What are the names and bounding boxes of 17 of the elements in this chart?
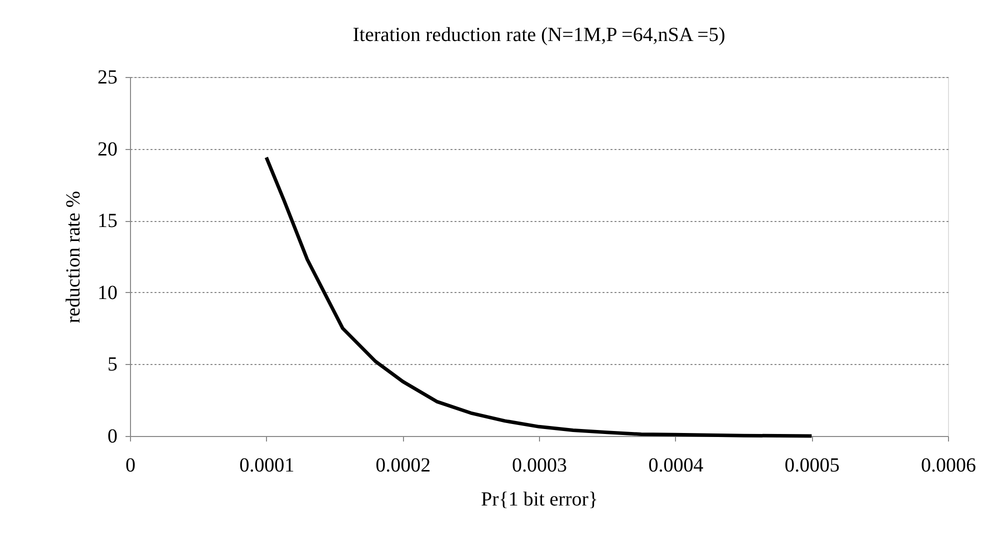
chart-title: Iteration reduction rate (N=1M,P =64,nSA =5)	[352, 24, 726, 46]
x-tick-label: 0.0001	[239, 454, 294, 476]
x-tick-label: 0.0004	[648, 454, 704, 476]
line-series	[264, 156, 814, 438]
x-tick-label: 0.0006	[921, 454, 976, 476]
y-tick-label: 20	[98, 138, 118, 160]
x-tick-label: 0	[126, 454, 136, 476]
y-tick-label: 25	[98, 66, 118, 88]
y-tick-label: 5	[108, 354, 118, 376]
x-tick-label: 0.0005	[784, 454, 840, 476]
y-axis-title: reduction rate %	[62, 190, 84, 324]
x-tick-label: 0.0003	[512, 454, 567, 476]
y-tick-label: 15	[98, 210, 118, 232]
y-tick-label: 10	[98, 282, 118, 304]
x-axis-title: Pr{1 bit error}	[481, 488, 598, 510]
x-tick-label: 0.0002	[376, 454, 431, 476]
y-tick-label: 0	[108, 426, 118, 448]
